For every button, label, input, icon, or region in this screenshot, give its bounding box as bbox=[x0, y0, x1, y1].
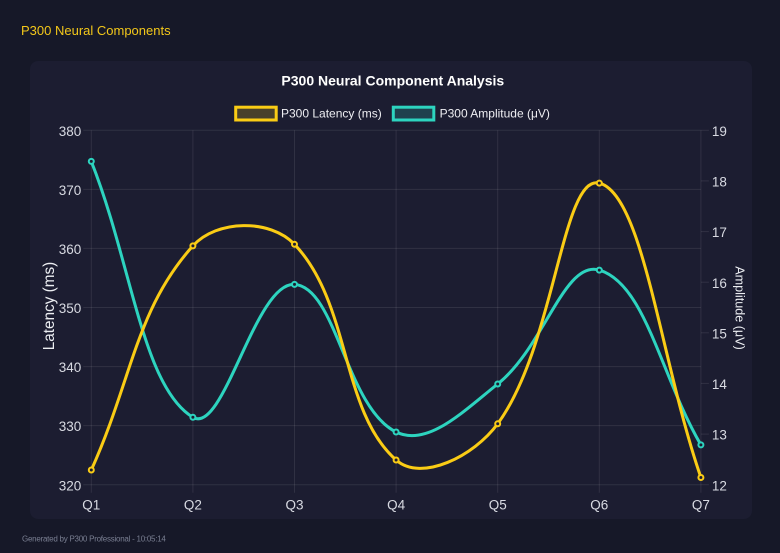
svg-text:370: 370 bbox=[59, 183, 82, 198]
svg-text:340: 340 bbox=[59, 360, 82, 375]
svg-text:P300 Neural Component Analysis: P300 Neural Component Analysis bbox=[281, 72, 504, 88]
svg-text:360: 360 bbox=[59, 242, 82, 257]
svg-text:18: 18 bbox=[712, 175, 727, 190]
svg-text:320: 320 bbox=[59, 478, 82, 493]
svg-text:Latency (ms): Latency (ms) bbox=[41, 262, 58, 350]
svg-text:14: 14 bbox=[712, 377, 728, 392]
svg-text:Amplitude (μV): Amplitude (μV) bbox=[733, 266, 747, 350]
svg-text:Q7: Q7 bbox=[692, 497, 710, 512]
svg-text:380: 380 bbox=[59, 124, 82, 139]
svg-text:Q1: Q1 bbox=[82, 497, 100, 512]
svg-text:Q2: Q2 bbox=[184, 497, 202, 512]
svg-text:Q4: Q4 bbox=[387, 497, 406, 512]
svg-text:P300 Amplitude (μV): P300 Amplitude (μV) bbox=[440, 106, 550, 120]
svg-text:19: 19 bbox=[712, 124, 727, 139]
svg-text:Generated by P300 Professional: Generated by P300 Professional - 10:05:1… bbox=[22, 535, 166, 544]
svg-text:Q6: Q6 bbox=[590, 497, 608, 512]
svg-text:330: 330 bbox=[59, 419, 82, 434]
svg-text:16: 16 bbox=[712, 276, 727, 291]
svg-text:15: 15 bbox=[712, 326, 727, 341]
svg-text:350: 350 bbox=[59, 301, 82, 316]
svg-text:12: 12 bbox=[712, 478, 727, 493]
svg-text:13: 13 bbox=[712, 428, 727, 443]
svg-text:Q5: Q5 bbox=[489, 497, 507, 512]
svg-text:17: 17 bbox=[712, 225, 727, 240]
svg-text:P300 Neural Components: P300 Neural Components bbox=[21, 23, 171, 38]
svg-text:Q3: Q3 bbox=[285, 497, 303, 512]
svg-text:P300 Latency (ms): P300 Latency (ms) bbox=[281, 106, 382, 120]
